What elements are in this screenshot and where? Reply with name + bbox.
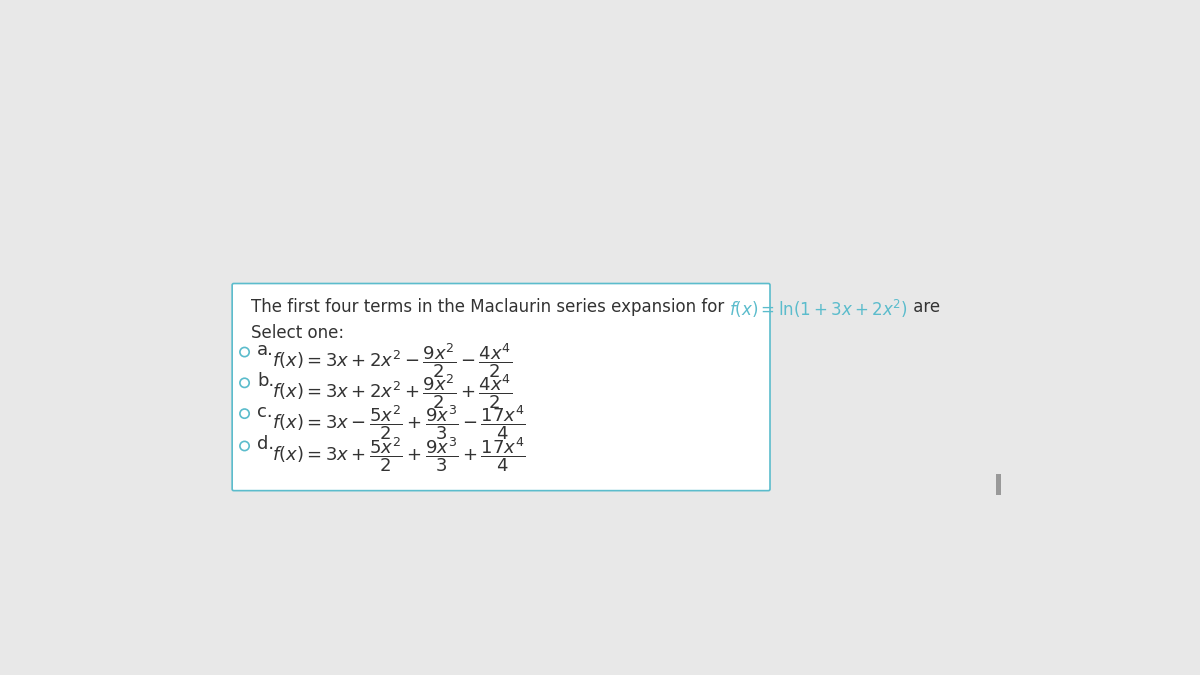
Bar [996, 474, 1001, 495]
Text: Select one:: Select one: [251, 323, 344, 342]
Text: a.: a. [257, 342, 274, 359]
Text: c.: c. [257, 403, 272, 421]
FancyBboxPatch shape [232, 284, 770, 491]
Text: are: are [908, 298, 940, 316]
Text: $f(x)=3x-\dfrac{5x^2}{2}+\dfrac{9x^3}{3}-\dfrac{17x^4}{4}$: $f(x)=3x-\dfrac{5x^2}{2}+\dfrac{9x^3}{3}… [272, 403, 527, 441]
Text: $f(x) = \mathrm{ln}(1+3x+2x^2)$: $f(x) = \mathrm{ln}(1+3x+2x^2)$ [730, 298, 908, 320]
Text: $f(x)=3x+2x^2+\dfrac{9x^2}{2}+\dfrac{4x^4}{2}$: $f(x)=3x+2x^2+\dfrac{9x^2}{2}+\dfrac{4x^… [272, 372, 512, 411]
Text: The first four terms in the Maclaurin series expansion for: The first four terms in the Maclaurin se… [251, 298, 730, 316]
Text: $f(x)=3x+\dfrac{5x^2}{2}+\dfrac{9x^3}{3}+\dfrac{17x^4}{4}$: $f(x)=3x+\dfrac{5x^2}{2}+\dfrac{9x^3}{3}… [272, 435, 527, 474]
Text: b.: b. [257, 372, 274, 390]
Text: d.: d. [257, 435, 274, 453]
Text: $f(x)=3x+2x^2-\dfrac{9x^2}{2}-\dfrac{4x^4}{2}$: $f(x)=3x+2x^2-\dfrac{9x^2}{2}-\dfrac{4x^… [272, 342, 512, 380]
